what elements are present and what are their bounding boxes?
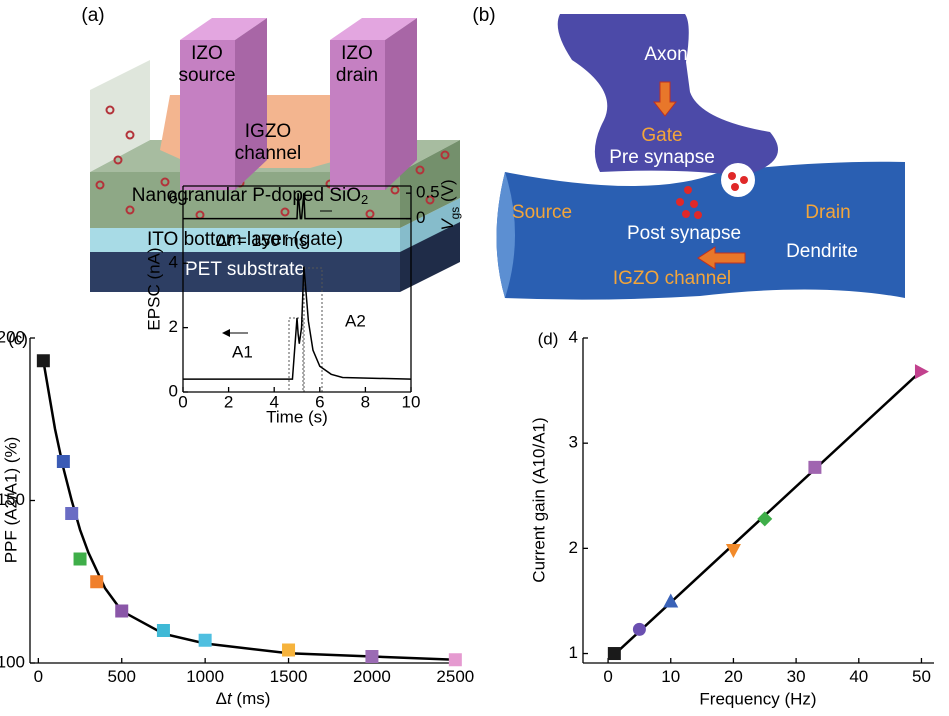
- data-line: [43, 361, 455, 660]
- panel-label: (a): [81, 5, 104, 26]
- y-tick-label: 4: [569, 327, 578, 346]
- annotation: A1: [232, 342, 253, 361]
- data-point: [115, 605, 128, 618]
- figure: (a) IZO source IZO drain IGZO channel Na…: [0, 0, 949, 716]
- x-tick-label: 2000: [353, 667, 391, 686]
- y-tick-label: 1: [569, 643, 578, 662]
- y-tick-label: 6: [169, 188, 178, 207]
- data-point: [37, 354, 50, 367]
- x-axis-label: Frequency (Hz): [699, 689, 816, 708]
- subscript: 2: [361, 192, 368, 207]
- data-point: [915, 364, 929, 379]
- data-point: [633, 623, 646, 636]
- x-tick-label: 0: [603, 667, 612, 686]
- igzo-label: IGZO channel: [613, 268, 731, 289]
- data-point: [282, 644, 295, 657]
- dielectric-label: Nanogranular P-doped SiO2: [132, 185, 368, 207]
- data-line: [614, 371, 921, 655]
- x-tick-label: 2500: [436, 667, 474, 686]
- izo-source-label: IZO: [191, 43, 223, 64]
- y-tick-label: 2: [569, 538, 578, 557]
- y-tick-label: 0: [169, 381, 178, 400]
- text-part: (V): [438, 179, 457, 206]
- annotation: A2: [345, 311, 366, 330]
- izo-drain-label: IZO: [341, 43, 373, 64]
- x-tick-label: 40: [849, 667, 868, 686]
- data-point: [90, 575, 103, 588]
- panel-label: (b): [472, 5, 495, 26]
- text-part: gs: [448, 207, 462, 220]
- x-tick-label: 10: [402, 393, 421, 412]
- x-tick-label: 50: [912, 667, 931, 686]
- y-tick-label: 3: [569, 433, 578, 452]
- izo-drain-label: drain: [336, 65, 378, 86]
- annotation: Δt = 150 ms: [216, 231, 307, 250]
- post-synapse-label: Post synapse: [627, 223, 741, 244]
- x-tick-label: 10: [661, 667, 680, 686]
- synapse-schematic: (b) Axon Gate Pre synapse Source Drain P…: [472, 5, 905, 300]
- axon-label: Axon: [644, 44, 687, 65]
- x-tick-label: 1500: [270, 667, 308, 686]
- y-tick-label: 2: [169, 317, 178, 336]
- x-tick-label: 2: [224, 393, 233, 412]
- y2-tick-label: 0: [416, 208, 425, 227]
- panel-label: (c): [8, 329, 28, 348]
- izo-source-side: [235, 18, 267, 190]
- y-tick-label: 100: [0, 652, 25, 671]
- vesicle: [721, 163, 755, 197]
- igzo-label: channel: [235, 143, 302, 164]
- pet-label: PET substrate: [185, 259, 305, 280]
- igzo-label: IGZO: [245, 121, 291, 142]
- gate-label: Gate: [641, 125, 682, 146]
- data-point: [757, 511, 772, 526]
- text-part: Δ: [216, 231, 227, 250]
- x-tick-label: 0: [34, 667, 43, 686]
- data-point: [663, 593, 678, 607]
- y-axis-label: Current gain (A10/A1): [529, 417, 548, 582]
- data-point: [365, 650, 378, 663]
- x-tick-label: 0: [178, 393, 187, 412]
- arrow-head: [222, 329, 230, 337]
- izo-source-label: source: [178, 65, 235, 86]
- y-tick-label: 4: [169, 253, 178, 272]
- x-tick-label: 20: [724, 667, 743, 686]
- data-point: [74, 553, 87, 566]
- izo-drain-side: [385, 18, 417, 190]
- x-tick-label: 500: [108, 667, 136, 686]
- text-part: Δ: [216, 689, 227, 708]
- data-point: [608, 647, 621, 660]
- text-part: (ms): [232, 689, 271, 708]
- data-point: [57, 455, 70, 468]
- x-tick-label: 1000: [186, 667, 224, 686]
- x-axis-label: Δt (ms): [216, 689, 271, 708]
- pre-synapse-label: Pre synapse: [609, 147, 715, 168]
- y-axis-label: EPSC (nA): [144, 247, 163, 330]
- drain-label: Drain: [805, 202, 850, 223]
- text-part: Nanogranular P-doped SiO: [132, 185, 361, 206]
- data-point: [157, 624, 170, 637]
- panel-label: (d): [538, 329, 559, 348]
- data-point: [808, 461, 821, 474]
- text-part: = 150 ms: [232, 231, 307, 250]
- x-axis-label: Time (s): [266, 407, 328, 426]
- data-point: [199, 634, 212, 647]
- y-axis-label: PPF (A2/A1) (%): [1, 437, 20, 564]
- source-label: Source: [512, 202, 572, 223]
- data-point: [65, 507, 78, 520]
- y2-tick-label: 0.5: [416, 183, 440, 202]
- x-tick-label: 30: [787, 667, 806, 686]
- dendrite-label: Dendrite: [786, 241, 858, 262]
- data-point: [449, 653, 462, 666]
- x-tick-label: 8: [361, 393, 370, 412]
